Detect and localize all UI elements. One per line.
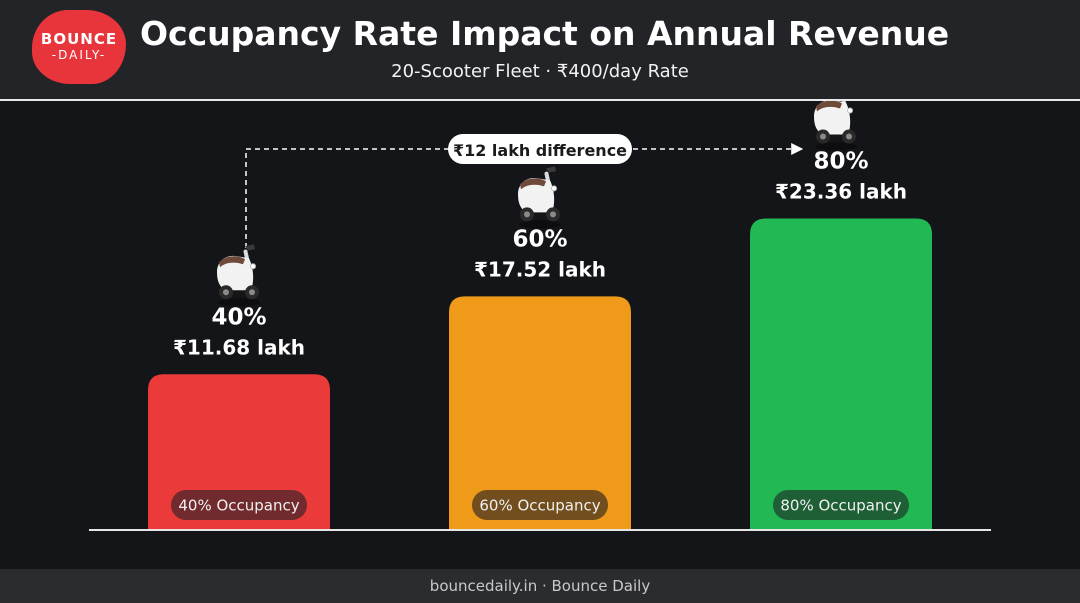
value-label-1: ₹17.52 lakh (474, 257, 606, 281)
logo-text-bottom: -DAILY- (51, 48, 107, 62)
chart-area: ₹12 lakh difference 40% Occupancy ₹11.68 … (0, 88, 1080, 569)
header: BOUNCE -DAILY- Occupancy Rate Impact on … (0, 0, 1080, 101)
category-pill-2 (773, 490, 909, 520)
category-label-2: 80% Occupancy (780, 497, 901, 515)
scooter-icon (517, 165, 562, 229)
bar-2 (750, 218, 932, 530)
annotation-label: ₹12 lakh difference (453, 141, 627, 160)
footer-text: bouncedaily.in · Bounce Daily (429, 577, 651, 595)
scooter-icon (813, 88, 858, 152)
bar-chart: ₹12 lakh difference 40% Occupancy ₹11.68 … (89, 88, 991, 531)
occupancy-percent-label-2: 80% (813, 149, 868, 175)
bars-group: 40% Occupancy ₹11.68 lakh 40% 60% Occupancy… (148, 88, 932, 530)
annotation-pill (448, 134, 632, 164)
occupancy-percent-label-1: 60% (512, 226, 567, 252)
page-title: Occupancy Rate Impact on Annual Revenue (140, 14, 950, 53)
category-label-0: 40% Occupancy (178, 497, 299, 515)
bar-1 (449, 296, 631, 530)
scooter-icon (216, 243, 261, 307)
category-pill-0 (171, 490, 307, 520)
logo-text-top: BOUNCE (40, 30, 118, 48)
category-pill-1 (472, 490, 608, 520)
value-label-2: ₹23.36 lakh (775, 180, 907, 204)
bounce-daily-logo: BOUNCE -DAILY- (32, 10, 126, 84)
footer: bouncedaily.in · Bounce Daily (0, 569, 1080, 603)
page-subtitle: 20-Scooter Fleet · ₹400/day Rate (391, 61, 689, 82)
occupancy-percent-label-0: 40% (211, 304, 266, 330)
category-label-1: 60% Occupancy (479, 497, 600, 515)
value-label-0: ₹11.68 lakh (173, 335, 305, 359)
